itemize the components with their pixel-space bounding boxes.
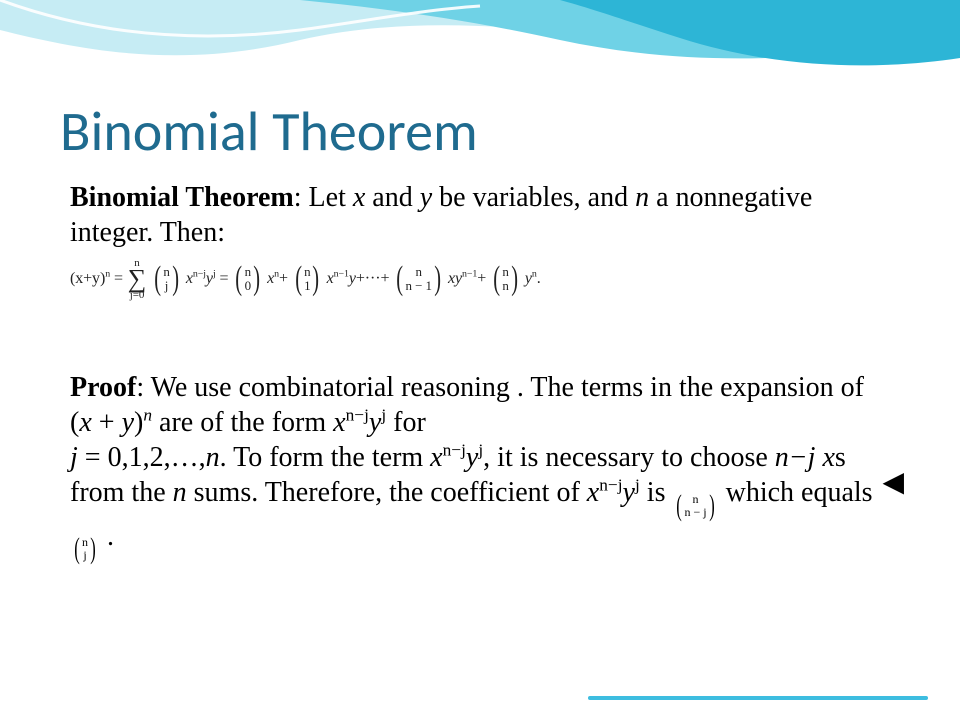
inline-binom-1: (nn − j) bbox=[674, 493, 716, 519]
binom-term-1: (n1) bbox=[293, 264, 322, 294]
slide-title: Binomial Theorem bbox=[60, 98, 478, 166]
binom-generic: (nj) bbox=[152, 264, 181, 294]
binom-term-3: (nn) bbox=[491, 264, 520, 294]
theorem-label: Binomial Theorem bbox=[70, 182, 294, 213]
binom-term-0: (n0) bbox=[233, 264, 262, 294]
theorem-statement: Binomial Theorem: Let x and y be variabl… bbox=[70, 180, 890, 250]
slide-body: Binomial Theorem: Let x and y be variabl… bbox=[70, 180, 890, 566]
proof-paragraph: Proof: We use combinatorial reasoning . … bbox=[70, 370, 890, 562]
summation-symbol: n ∑ j=0 bbox=[128, 258, 146, 300]
slide: Binomial Theorem Binomial Theorem: Let x… bbox=[0, 0, 960, 720]
accent-line bbox=[588, 696, 928, 700]
inline-binom-2: (nj) bbox=[72, 536, 98, 562]
qed-symbol: ◀ bbox=[882, 465, 904, 500]
formula-display: (x+y)n = n ∑ j=0 (nj) xn−jyj = (n0) xn+ … bbox=[70, 258, 890, 300]
proof-label: Proof bbox=[70, 372, 136, 403]
binom-term-2: (nn − 1) bbox=[394, 264, 443, 294]
